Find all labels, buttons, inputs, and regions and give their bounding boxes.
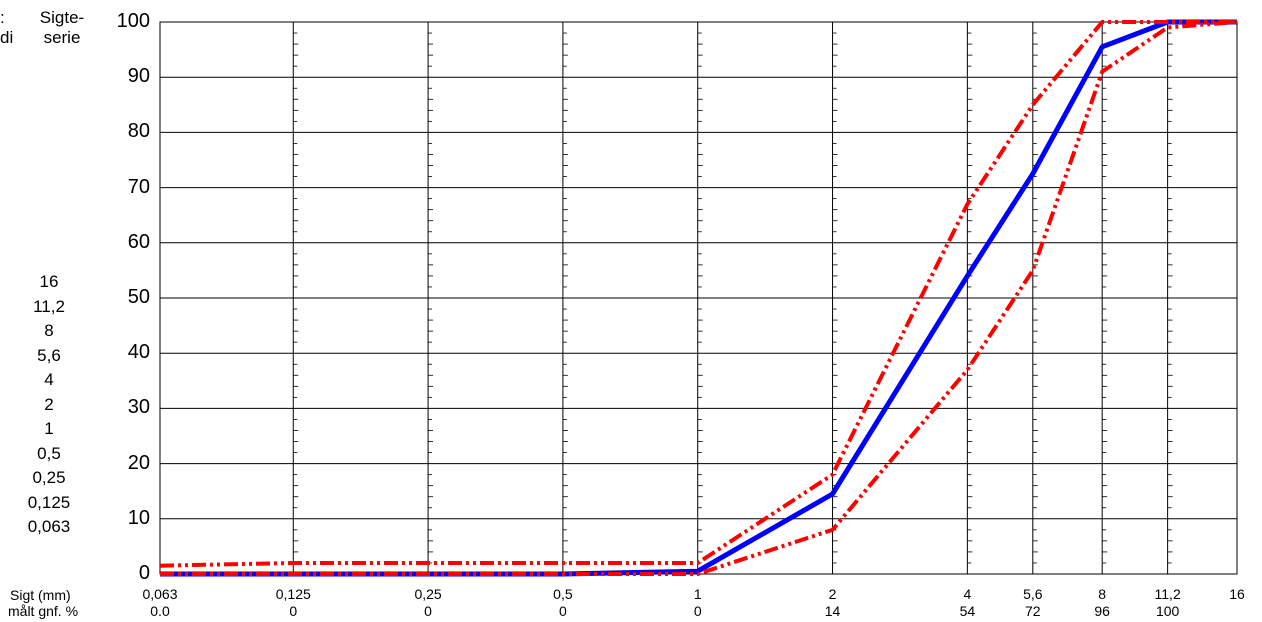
sieve-series-item: 2 <box>44 394 54 414</box>
y-tick-label: 40 <box>127 341 150 364</box>
y-tick-label: 80 <box>127 120 150 143</box>
y-tick-label: 100 <box>116 10 150 32</box>
x-tick-label: 0,063 <box>142 586 178 602</box>
passing-value: 96 <box>1094 603 1110 619</box>
passing-value: 72 <box>1025 603 1041 619</box>
y-tick-label: 30 <box>127 396 150 419</box>
sieve-series-item: 1 <box>44 419 54 438</box>
y-tick-label: 10 <box>127 506 150 529</box>
passing-value: 0 <box>559 603 567 619</box>
cut-column-header: : di <box>0 8 14 48</box>
x-tick-label: 4 <box>963 586 972 602</box>
y-tick-label: 70 <box>127 175 150 198</box>
sieve-series-item: 8 <box>44 321 54 340</box>
sieve-row-label: Sigt (mm) <box>10 587 71 603</box>
sieve-series-item: 5,6 <box>37 345 61 365</box>
sieve-series-header: Sigte- serie <box>39 8 85 47</box>
passing-value: 0.0 <box>150 603 170 619</box>
x-tick-label: 0,5 <box>553 586 573 602</box>
sieve-series-item: 4 <box>44 370 54 389</box>
x-tick-label: 5,6 <box>1023 586 1043 602</box>
x-tick-label: 1 <box>693 586 702 602</box>
x-tick-label: 0,25 <box>414 586 442 602</box>
passing-value: 0 <box>289 603 298 619</box>
sieve-series-item: 0,063 <box>27 517 71 536</box>
y-tick-label: 50 <box>127 286 150 308</box>
sieve-series-item: 0,25 <box>32 468 66 487</box>
cut-header-bottom: di <box>0 28 14 47</box>
x-tick-label: 11,2 <box>1154 586 1181 602</box>
sieve-series-item: 0,125 <box>27 492 71 512</box>
upper-limit-line <box>159 20 1237 568</box>
sieve-series-item: 0,5 <box>37 443 61 463</box>
passing-value: 14 <box>824 603 841 619</box>
y-tick-label: 0 <box>138 562 150 584</box>
passing-value: 54 <box>959 603 976 619</box>
passing-value: 0 <box>693 603 702 619</box>
x-tick-label: 16 <box>1229 586 1245 602</box>
x-tick-label: 0,125 <box>275 586 311 602</box>
x-tick-label: 2 <box>828 586 837 602</box>
y-tick-label: 20 <box>127 451 150 474</box>
y-tick-label: 90 <box>127 65 150 88</box>
sieve-series-list: 16 11,2 8 5,6 4 2 1 0,5 0,25 0,125 0,063 <box>0 270 98 540</box>
measured-line <box>160 19 1237 577</box>
y-tick-label: 60 <box>127 230 150 253</box>
passing-value: 100 <box>1155 603 1180 619</box>
sieve-series-item: 11,2 <box>33 296 65 316</box>
lower-limit-line <box>160 20 1238 576</box>
sieve-series-item: 16 <box>39 272 59 291</box>
passing-row-label: målt gnf. % <box>8 603 79 619</box>
x-tick-label: 8 <box>1098 586 1107 602</box>
passing-value: 0 <box>424 603 432 619</box>
cut-header-top: : <box>0 8 5 27</box>
